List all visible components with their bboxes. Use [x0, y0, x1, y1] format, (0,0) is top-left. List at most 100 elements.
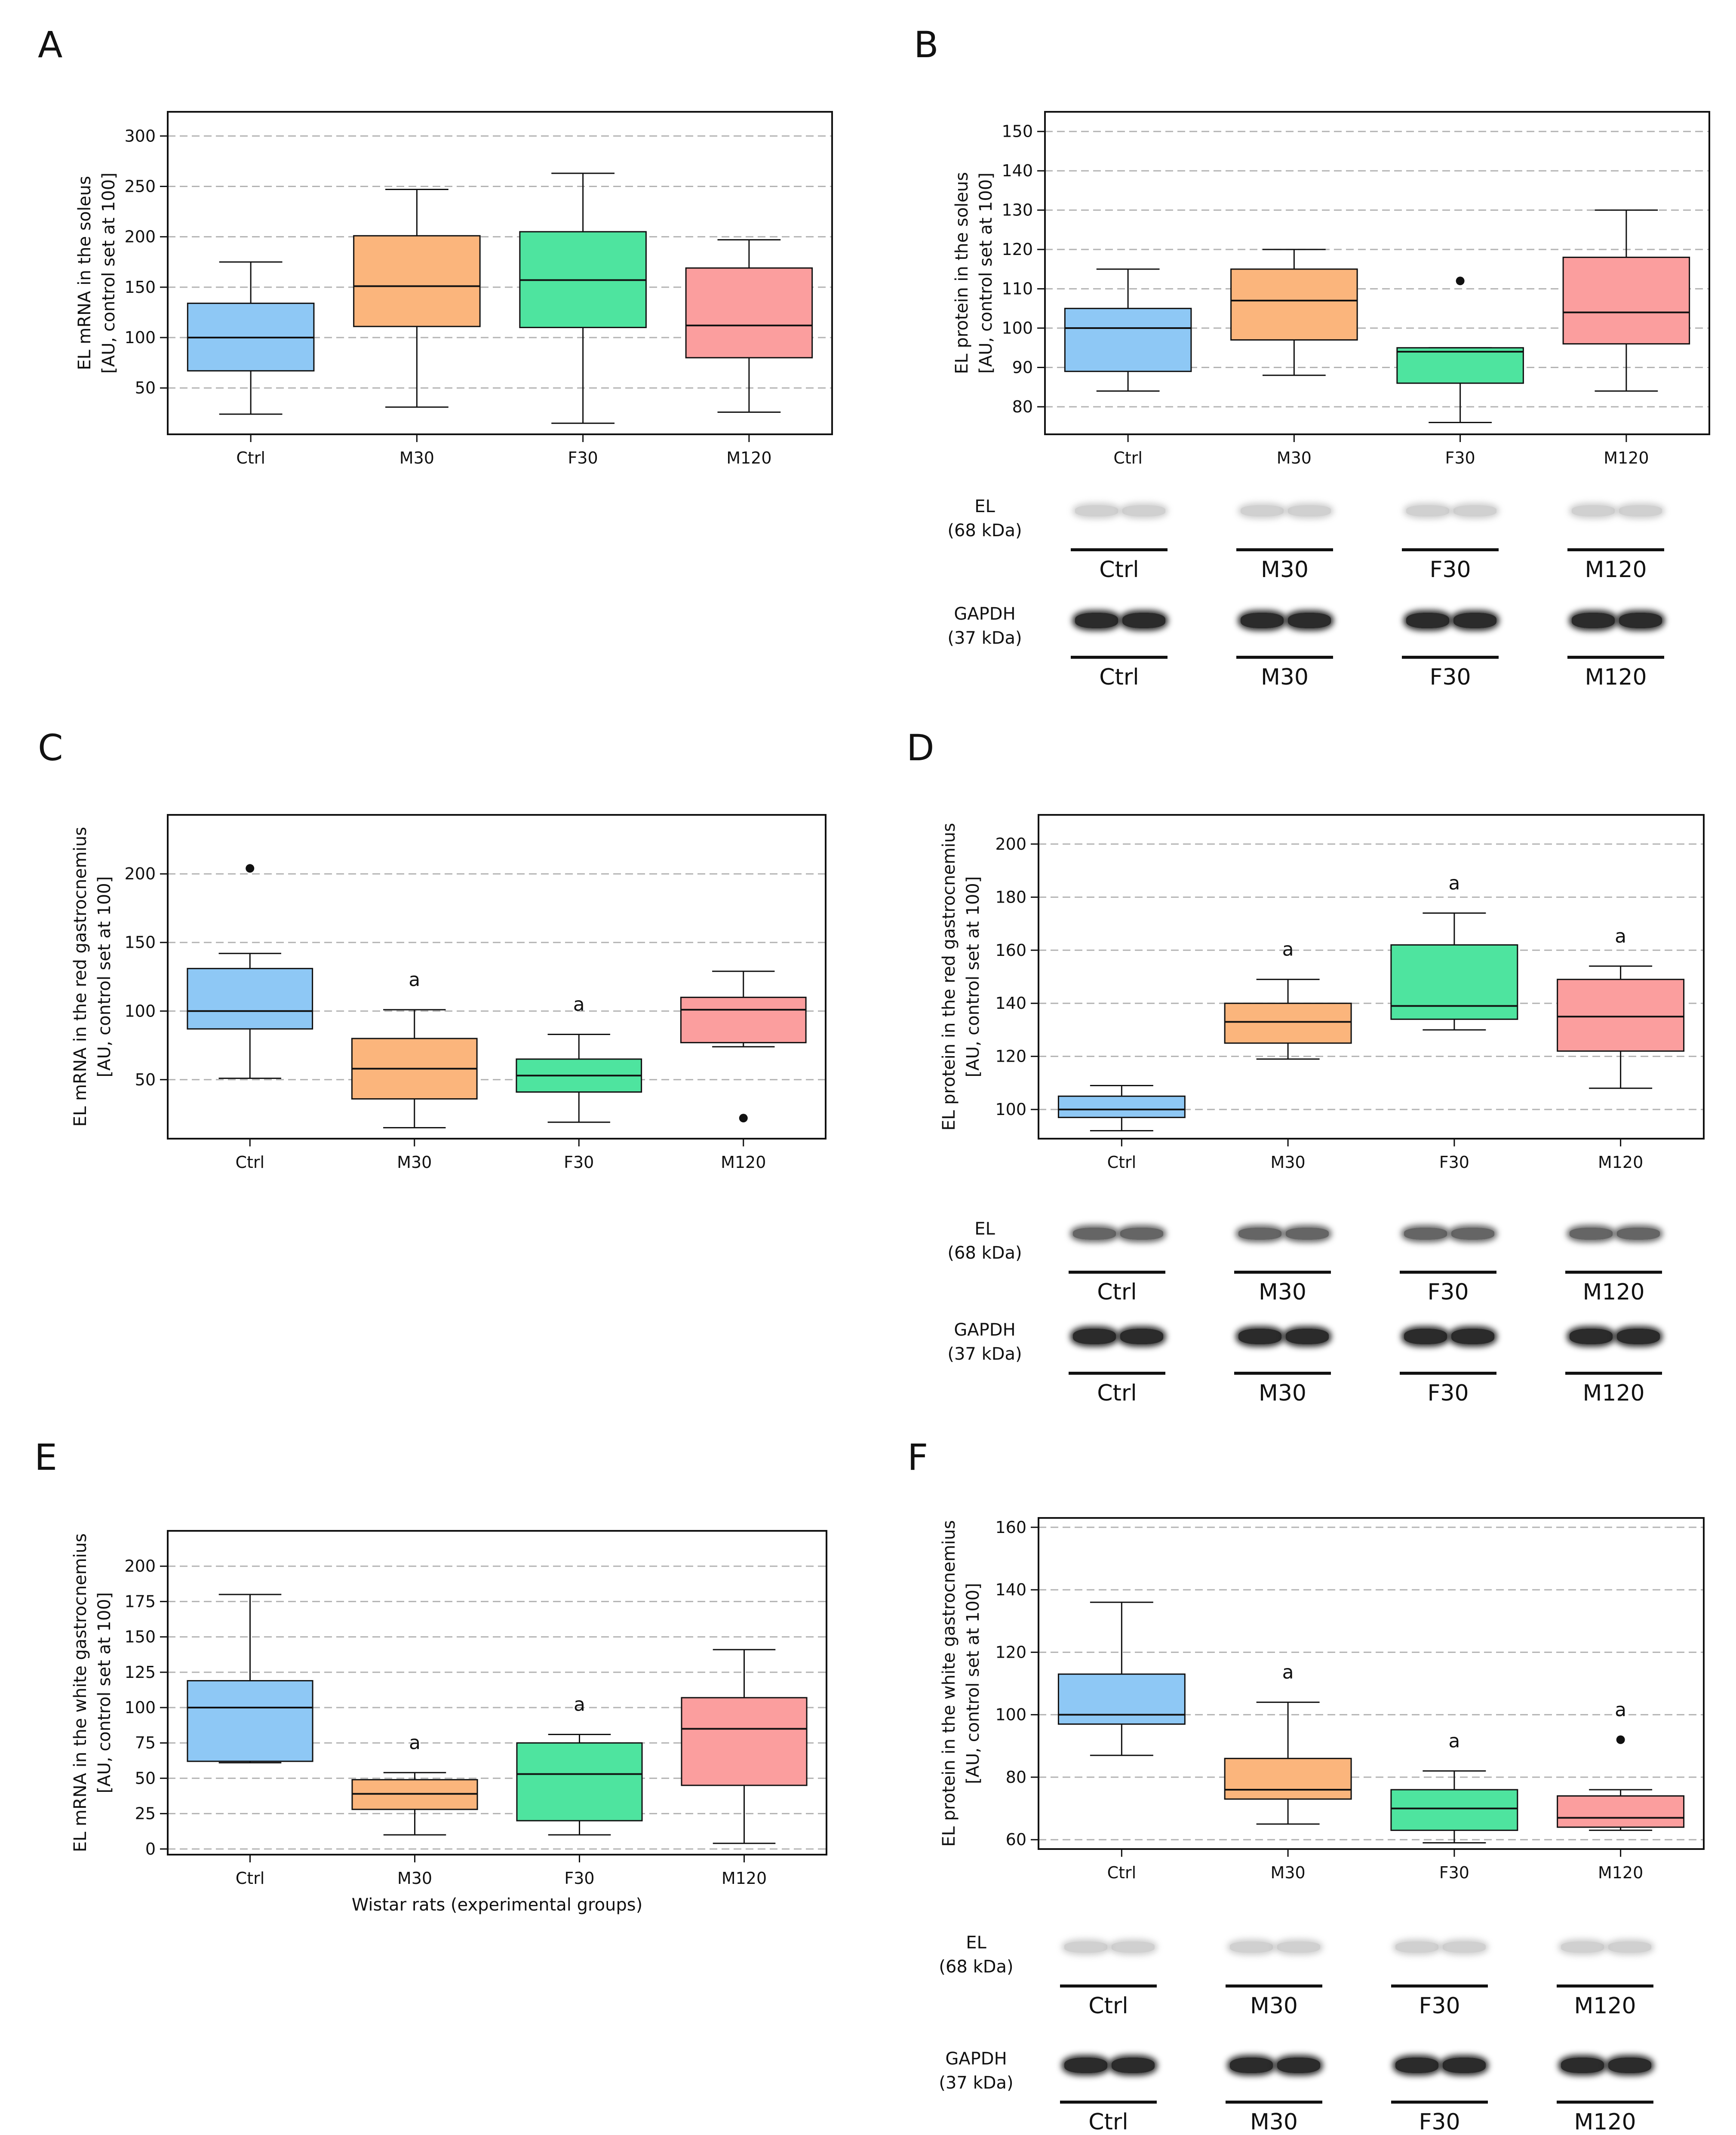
box-f30: F30: [1396, 276, 1524, 467]
blot-band: [1617, 1329, 1660, 1344]
plot-frame: [167, 814, 827, 1140]
blot-lane-label: F30: [1419, 2109, 1460, 2135]
iqr-box: [1224, 1757, 1352, 1800]
blot-lane-underline: [1069, 1372, 1165, 1375]
blot-molecular-weight: (68 kDa): [939, 1957, 1014, 1977]
significance-label: a: [1448, 1730, 1460, 1752]
x-tick-label: Ctrl: [236, 1869, 265, 1888]
box-f30: F30 a: [1390, 1730, 1518, 1882]
chart-panel-a: 50 100 150 200 250 300 EL mRNA in the soleus [A…: [75, 111, 833, 467]
blot-protein-name: GAPDH: [945, 2049, 1007, 2069]
blot-lane-underline: [1226, 2101, 1322, 2104]
blot-row-label: GAPDH (37 kDa): [937, 1318, 1032, 1366]
blot-band: [1073, 1228, 1116, 1240]
plot-frame: [1038, 814, 1705, 1140]
box-m120: M120: [685, 239, 813, 467]
x-tick-label: M120: [726, 449, 771, 467]
y-axis-label: [AU, control set at 100]: [95, 1592, 114, 1794]
blot-band: [1561, 1941, 1604, 1953]
significance-label: a: [573, 994, 585, 1016]
blot-band: [1238, 1228, 1281, 1240]
box-m120: M120 a: [1557, 1699, 1685, 1882]
blot-protein-name: EL: [974, 1219, 995, 1239]
y-axis-label: [AU, control set at 100]: [99, 172, 119, 374]
blot-band: [1561, 2058, 1604, 2073]
blot-band: [1619, 505, 1662, 516]
blot-lane-label: Ctrl: [1097, 1380, 1137, 1406]
blot-lane-label: F30: [1427, 1279, 1469, 1305]
box-m30: M30: [1230, 249, 1358, 467]
blot-band: [1286, 1228, 1329, 1240]
blot-lane-underline: [1071, 656, 1168, 659]
box-m30: M30: [353, 188, 481, 467]
blot-row-label: EL (68 kDa): [937, 495, 1032, 543]
box-f30: F30 a: [516, 1694, 643, 1888]
y-axis-label: EL mRNA in the red gastrocnemius: [71, 827, 90, 1127]
blot-lane-underline: [1402, 656, 1499, 659]
x-tick-label: M120: [1598, 1153, 1643, 1172]
significance-label: a: [1282, 1662, 1294, 1683]
x-tick-label: Ctrl: [1113, 449, 1143, 467]
blot-band: [1288, 613, 1331, 628]
blot-band: [1453, 505, 1496, 516]
y-tick-label: 150: [124, 1628, 156, 1647]
y-axis-label: [AU, control set at 100]: [963, 1583, 983, 1784]
y-tick-label: 160: [995, 1518, 1026, 1537]
blot-band: [1608, 2058, 1651, 2073]
blot-lane-label: M30: [1258, 1279, 1307, 1305]
blot-lane-label: M120: [1582, 1279, 1645, 1305]
blot-lane-label: Ctrl: [1099, 664, 1139, 690]
iqr-box: [1057, 1673, 1186, 1725]
blot-molecular-weight: (68 kDa): [947, 521, 1022, 541]
blot-band: [1572, 613, 1615, 628]
significance-label: a: [574, 1694, 585, 1716]
blot-lane-label: Ctrl: [1099, 557, 1139, 583]
blot-lane-label: M30: [1250, 2109, 1298, 2135]
box-ctrl: Ctrl: [187, 1594, 313, 1888]
blot-band: [1395, 2058, 1438, 2073]
outlier-point: [1616, 1735, 1625, 1744]
x-tick-label: M120: [1604, 449, 1649, 467]
blot-protein-name: EL: [966, 1933, 986, 1953]
blot-band: [1075, 613, 1118, 628]
blot-band: [1238, 1329, 1281, 1344]
y-axis-label: EL protein in the soleus: [952, 172, 972, 374]
outlier-point: [1456, 276, 1465, 286]
iqr-box: [187, 1680, 313, 1762]
blot-lane-label: M120: [1585, 557, 1647, 583]
chart-panel-b: 80 90 100 110 120 130 140 150 EL protein in the …: [952, 111, 1710, 467]
y-tick-label: 200: [124, 1557, 156, 1576]
blot-band: [1120, 1329, 1163, 1344]
blot-lane-label: F30: [1427, 1380, 1469, 1406]
chart-panel-f: 60 80 100 120 140 160 EL protein in the white …: [939, 1517, 1705, 1882]
y-tick-label: 100: [124, 1698, 156, 1717]
blot-band: [1404, 1228, 1447, 1240]
y-tick-label: 80: [1006, 1768, 1026, 1787]
y-tick-label: 50: [135, 378, 156, 397]
box-f30: F30 a: [1390, 872, 1518, 1172]
blot-lane-label: M120: [1585, 664, 1647, 690]
y-tick-label: 75: [135, 1733, 156, 1752]
box-m30: M30 a: [351, 969, 478, 1172]
blot-band: [1617, 1228, 1660, 1240]
blot-band: [1395, 1941, 1438, 1953]
y-tick-label: 25: [135, 1804, 156, 1823]
plot-frame: [167, 1530, 827, 1855]
box-ctrl: Ctrl: [1057, 1601, 1186, 1882]
box-m120: M120: [680, 971, 807, 1172]
box-f30: F30 a: [516, 994, 642, 1172]
panel-letter-d: D: [906, 727, 934, 769]
y-axis-label: [AU, control set at 100]: [963, 876, 983, 1078]
blot-lane-underline: [1567, 548, 1664, 551]
y-axis-label: EL protein in the white gastrocnemius: [939, 1520, 959, 1847]
x-tick-label: Ctrl: [236, 449, 265, 467]
x-tick-label: M120: [1598, 1863, 1643, 1882]
blot-band: [1241, 505, 1284, 516]
significance-label: a: [409, 1732, 421, 1754]
y-tick-label: 140: [995, 994, 1026, 1013]
chart-panel-d: 100 120 140 160 180 200 EL protein in the red …: [939, 814, 1705, 1172]
blot-band: [1572, 505, 1615, 516]
blot-lane-underline: [1060, 1984, 1157, 1988]
significance-label: a: [1615, 1699, 1626, 1721]
blot-lane-label: Ctrl: [1088, 2109, 1128, 2135]
